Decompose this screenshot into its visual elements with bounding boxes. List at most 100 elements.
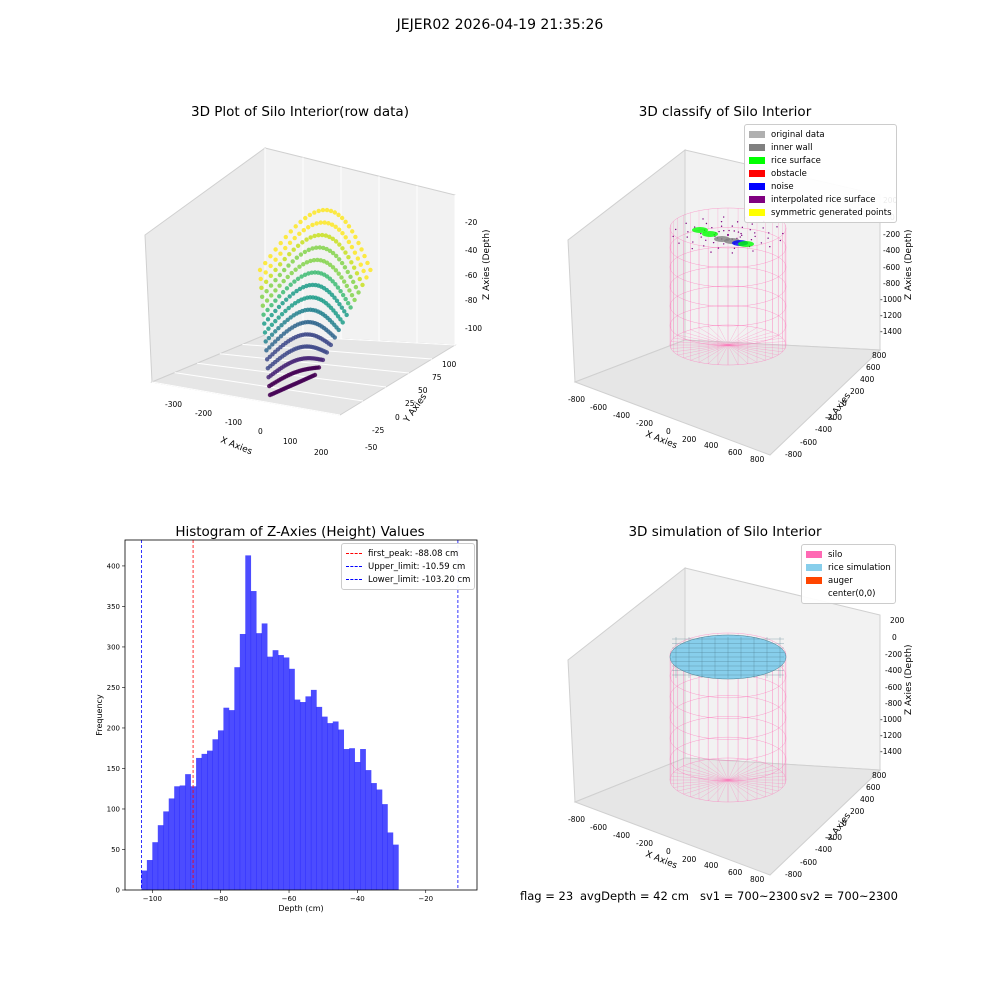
scatter-point bbox=[352, 250, 358, 255]
histogram-bar bbox=[217, 730, 224, 890]
classify-3d-plot: -800 -600 -400 -200 0 200 400 600 800 X … bbox=[567, 148, 914, 464]
surface-point bbox=[737, 231, 740, 233]
status-sv2: sv2 = 700~2300 bbox=[800, 889, 898, 903]
scatter-point bbox=[329, 292, 335, 298]
histogram-bar bbox=[349, 748, 355, 890]
y-tick-label: 0 bbox=[116, 887, 120, 895]
y-tick-label: 350 bbox=[107, 603, 120, 611]
simulation-ytick: -800 bbox=[785, 870, 802, 879]
legend-label: center(0,0) bbox=[828, 588, 876, 599]
scatter-point bbox=[323, 233, 329, 238]
histogram-bar bbox=[152, 842, 159, 890]
surface-point bbox=[722, 243, 725, 245]
legend-swatch bbox=[749, 170, 765, 177]
classify-ztick: -400 bbox=[883, 246, 900, 255]
scatter-point bbox=[273, 308, 278, 314]
legend-entry: inner wall bbox=[749, 141, 892, 154]
scatter-point bbox=[324, 350, 330, 355]
classify-zlabel: Z Axies (Depth) bbox=[904, 229, 914, 300]
y-tick-label: 200 bbox=[107, 724, 120, 732]
surface-point bbox=[674, 228, 677, 231]
histogram-xlabel: Depth (cm) bbox=[278, 904, 323, 913]
surface-point bbox=[733, 247, 736, 250]
y-tick-label: 150 bbox=[107, 765, 120, 773]
scatter-point bbox=[340, 230, 345, 236]
histogram-bar bbox=[289, 668, 295, 890]
scatter-point bbox=[298, 252, 304, 257]
scatter-point bbox=[330, 250, 336, 256]
scatter-point bbox=[336, 271, 341, 276]
scatter-point bbox=[348, 274, 353, 279]
surface-point bbox=[741, 226, 744, 229]
classify-xtick: 600 bbox=[728, 448, 743, 457]
scatter-point bbox=[316, 208, 321, 214]
scatter-point bbox=[312, 270, 318, 275]
raw-ytick: 50 bbox=[418, 386, 428, 395]
simulation-ztick: -600 bbox=[885, 683, 902, 692]
scatter-point bbox=[320, 207, 326, 213]
scatter-point bbox=[268, 273, 274, 278]
simulation-xlabel: X Axies bbox=[644, 850, 679, 872]
scatter-point bbox=[285, 274, 290, 280]
raw-xtick: -200 bbox=[195, 409, 212, 418]
histogram-frame bbox=[124, 539, 478, 891]
x-tick-label: −20 bbox=[418, 895, 433, 903]
classify-xtick: -600 bbox=[590, 403, 607, 412]
scatter-point bbox=[343, 250, 348, 255]
classify-plot-title: 3D classify of Silo Interior bbox=[638, 104, 812, 120]
scatter-point bbox=[299, 274, 304, 279]
scatter-point bbox=[278, 240, 283, 246]
scatter-point bbox=[297, 264, 302, 269]
scatter-point bbox=[310, 222, 315, 228]
simulation-ytick: -400 bbox=[815, 845, 832, 854]
simulation-ztick: -1000 bbox=[880, 715, 902, 724]
histogram-bar bbox=[338, 729, 345, 890]
histogram-bar bbox=[376, 789, 383, 890]
y-tick-label: 100 bbox=[107, 805, 120, 813]
scatter-point bbox=[265, 317, 271, 322]
legend-swatch bbox=[346, 579, 362, 580]
surface-point bbox=[762, 227, 764, 229]
scatter-point bbox=[320, 357, 326, 363]
scatter-point bbox=[356, 290, 361, 295]
classify-ytick: 0 bbox=[842, 399, 847, 408]
scatter-point bbox=[273, 257, 278, 262]
surface-point bbox=[717, 247, 720, 249]
raw-xlabel: X Axies bbox=[219, 436, 254, 458]
raw-xtick: -300 bbox=[165, 400, 182, 409]
scatter-point bbox=[257, 267, 263, 273]
scatter-point bbox=[284, 286, 290, 291]
scatter-point bbox=[312, 233, 317, 239]
scatter-point bbox=[352, 297, 357, 303]
scatter-point bbox=[288, 229, 294, 234]
scatter-point bbox=[343, 296, 348, 302]
scatter-point bbox=[318, 220, 323, 225]
legend-label: inner wall bbox=[771, 142, 813, 153]
simulation-ytick: 800 bbox=[872, 771, 887, 780]
simulation-ytick: 400 bbox=[860, 795, 875, 804]
scatter-point bbox=[273, 298, 278, 303]
scatter-point bbox=[282, 267, 287, 273]
scatter-point bbox=[263, 339, 268, 344]
surface-point bbox=[672, 235, 674, 238]
legend-swatch bbox=[806, 551, 822, 558]
scatter-point bbox=[264, 298, 270, 303]
histogram-bar bbox=[245, 555, 252, 890]
histogram-bar bbox=[267, 656, 273, 890]
legend-entry: rice surface bbox=[749, 154, 892, 167]
x-tick-label: −100 bbox=[143, 895, 162, 903]
classify-ytick: 600 bbox=[866, 363, 881, 372]
scatter-point bbox=[273, 329, 278, 334]
histogram-bar bbox=[299, 702, 306, 890]
classify-ytick: 800 bbox=[872, 351, 887, 360]
scatter-point bbox=[329, 222, 335, 227]
scatter-point bbox=[279, 311, 285, 317]
scatter-point bbox=[282, 320, 287, 325]
scatter-point bbox=[259, 285, 264, 291]
x-tick-label: −60 bbox=[282, 895, 297, 903]
histogram-bar bbox=[174, 786, 180, 890]
raw-xtick: 100 bbox=[283, 437, 298, 446]
scatter-point bbox=[273, 247, 278, 252]
scatter-point bbox=[277, 262, 283, 267]
legend-entry: auger bbox=[806, 574, 891, 587]
